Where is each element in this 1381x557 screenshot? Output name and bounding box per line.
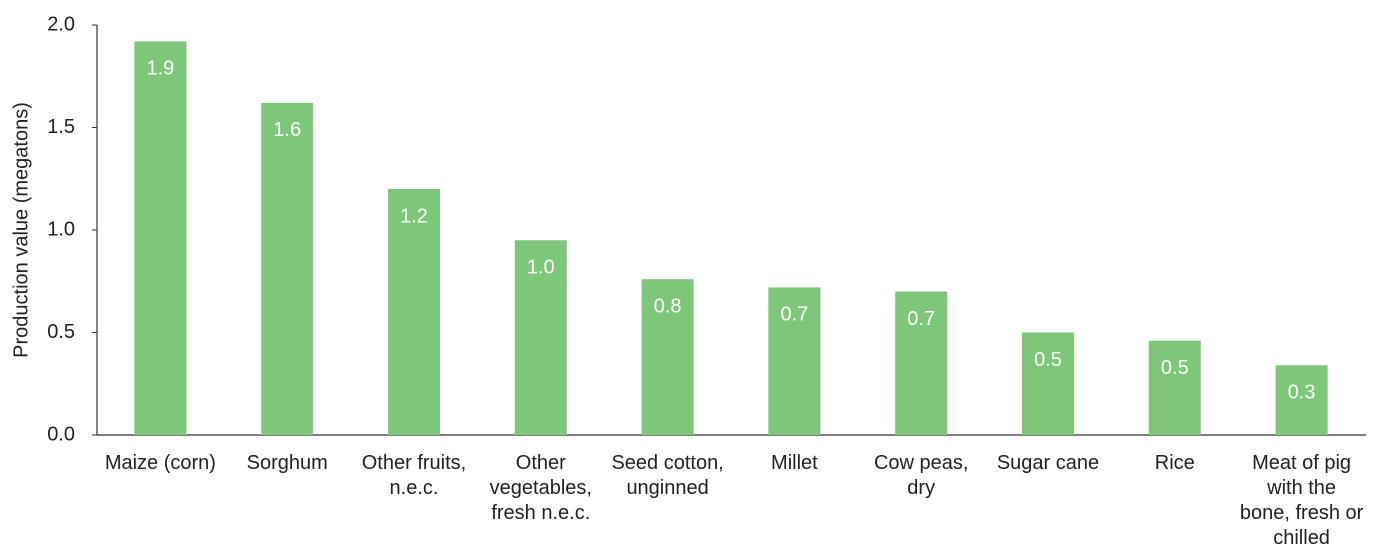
value-label: 0.5 <box>1161 357 1189 379</box>
x-tick-label: Seed cotton, unginned <box>611 452 724 499</box>
value-label: 0.8 <box>654 295 682 317</box>
value-label: 1.6 <box>273 119 301 141</box>
x-tick-label: Other fruits, n.e.c. <box>361 452 467 499</box>
value-label: 0.3 <box>1288 382 1316 404</box>
bar <box>1275 365 1328 435</box>
value-label: 0.7 <box>907 308 935 330</box>
bar <box>768 287 821 435</box>
value-label: 1.9 <box>146 58 174 80</box>
y-tick-label: 0.5 <box>47 321 75 343</box>
bar <box>134 41 187 436</box>
y-tick-label: 1.5 <box>47 116 75 138</box>
bar <box>895 291 948 435</box>
bar <box>641 279 694 435</box>
value-label: 1.0 <box>527 257 555 279</box>
y-axis-label: Production value (megatons) <box>10 102 32 358</box>
bar <box>1148 340 1201 435</box>
value-label: 1.2 <box>400 205 428 227</box>
x-tick-label: Cow peas, dry <box>873 452 969 499</box>
x-tick-label: Sorghum <box>246 452 328 474</box>
x-tick-label: Other vegetables, fresh n.e.c. <box>489 452 592 524</box>
y-tick-label: 2.0 <box>47 13 75 35</box>
value-label: 0.7 <box>780 304 808 326</box>
bar <box>1022 332 1074 435</box>
x-tick-label: Maize (corn) <box>104 452 216 474</box>
x-tick-label: Sugar cane <box>996 452 1100 474</box>
bar <box>261 102 314 436</box>
value-label: 0.5 <box>1034 349 1062 371</box>
y-tick-label: 0.0 <box>47 423 75 445</box>
y-tick-label: 1.0 <box>47 218 75 240</box>
x-tick-label: Rice <box>1154 452 1195 474</box>
x-tick-label: Meat of pig with the bone, fresh or chil… <box>1239 452 1364 549</box>
x-tick-label: Millet <box>771 452 818 474</box>
bar <box>514 240 567 435</box>
bar <box>388 189 440 435</box>
